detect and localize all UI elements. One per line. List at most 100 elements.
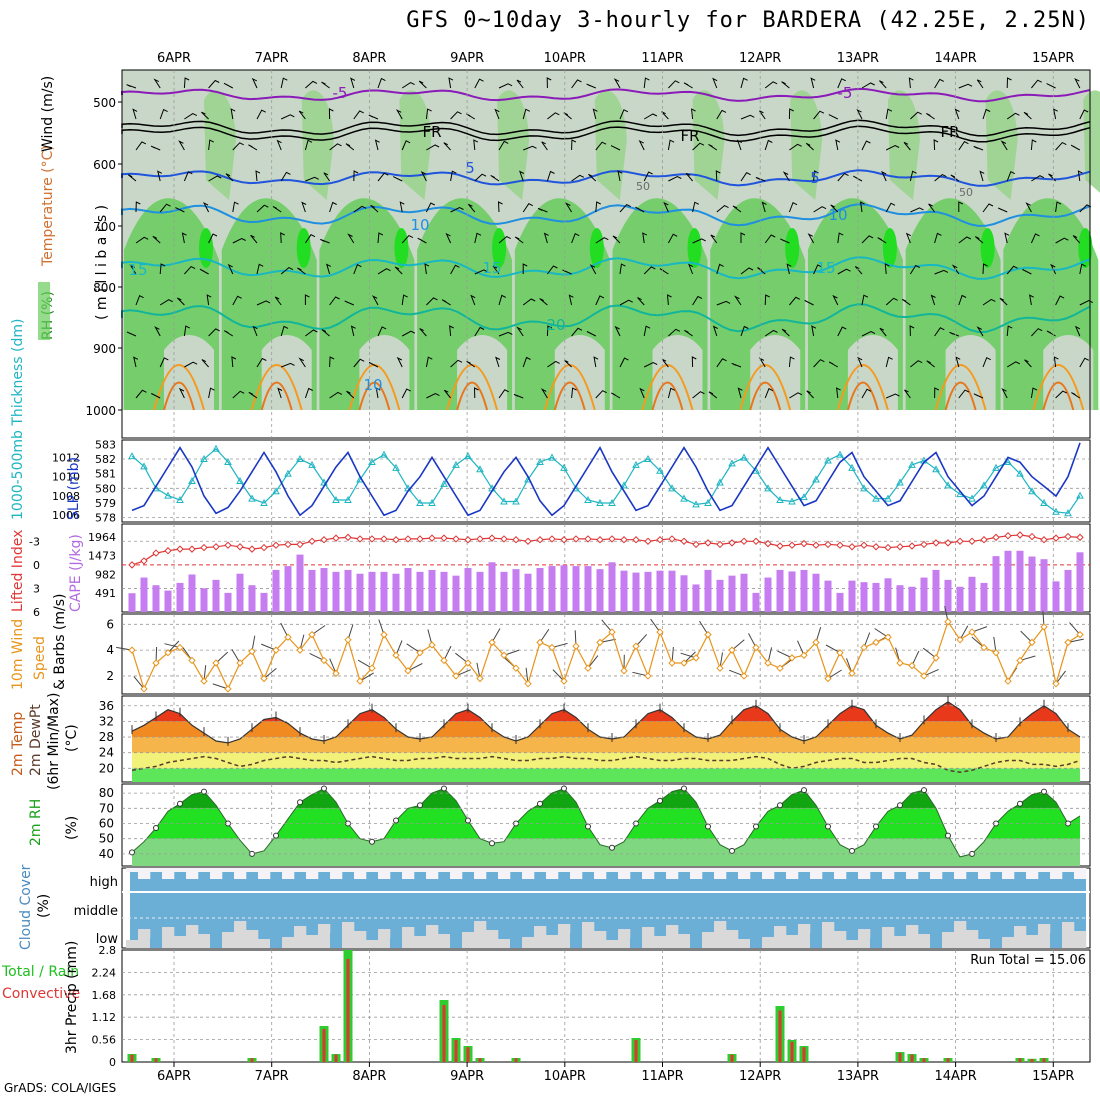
- lifted-index-point: [272, 541, 280, 549]
- wind-barb: [539, 298, 548, 306]
- date-label-top: 12APR: [739, 51, 781, 66]
- wind10m-point: [620, 667, 628, 675]
- cape-bar: [980, 582, 988, 612]
- thickness-point: [416, 498, 424, 506]
- wind-barb: [1046, 330, 1056, 337]
- panel-frame: [121, 69, 1091, 439]
- wind-barb: [1055, 141, 1067, 151]
- date-label-top: 13APR: [837, 51, 879, 66]
- slp-tick-label: 1012: [52, 451, 80, 464]
- cloud-low-block: [666, 925, 679, 948]
- wind10m-point: [944, 618, 952, 626]
- wind10m-point: [476, 674, 484, 683]
- wind10m-point: [584, 664, 592, 672]
- wind-barb: [450, 264, 460, 275]
- cape-bar: [416, 571, 424, 612]
- wind-barb: [885, 144, 900, 151]
- thickness-tick-label: 579: [95, 497, 116, 510]
- thickness-point: [548, 453, 556, 461]
- cloud-low-block: [906, 925, 919, 948]
- wind-barb: [595, 141, 607, 151]
- wind-barb: [208, 175, 222, 182]
- precip-convective-bar: [802, 1047, 806, 1062]
- wind-barb: [611, 392, 621, 399]
- cape-bar: [176, 582, 184, 612]
- cloud-low-block: [582, 922, 595, 948]
- wind-barb: [637, 297, 645, 306]
- wind-barb: [934, 327, 945, 337]
- rh2m-point: [465, 817, 471, 824]
- thickness-point: [884, 494, 892, 502]
- wind-barb: [280, 232, 285, 244]
- lifted-index-point: [980, 536, 988, 544]
- cloud-high-gap: [342, 868, 355, 872]
- wind-barb: [425, 202, 436, 213]
- cloud-low-block: [702, 932, 715, 948]
- cape-bar: [212, 579, 220, 612]
- lifted-index-point: [140, 557, 148, 565]
- cape-bar: [848, 580, 856, 612]
- wind-barb: [466, 360, 476, 368]
- cape-bar: [584, 566, 592, 612]
- cloud-high-gap: [774, 868, 787, 872]
- lifted-index-point: [788, 541, 796, 549]
- wind10m-point: [260, 674, 268, 683]
- cape-bar: [344, 569, 352, 612]
- wind-barb: [684, 329, 693, 337]
- rh2m-point: [657, 797, 663, 804]
- wind-barb: [933, 139, 939, 151]
- cape-bar: [836, 592, 844, 612]
- rh-moist-core: [882, 228, 897, 268]
- wind-barb: [764, 329, 778, 337]
- cape-bar: [1016, 550, 1024, 612]
- wind-barb: [176, 297, 185, 306]
- temp2m-tick-label: 32: [99, 714, 114, 728]
- wind10m-point: [752, 643, 760, 652]
- cloud-high-gap: [942, 868, 955, 872]
- cape-bar: [1040, 559, 1048, 612]
- millibars-label: ( m i l l i b a r s ): [94, 205, 110, 320]
- wind-barb: [982, 298, 996, 306]
- cloud-high-gap: [426, 868, 439, 879]
- wind-barb: [950, 174, 960, 182]
- rh-moist-core: [492, 228, 507, 268]
- wind10m-barb: [922, 647, 937, 659]
- wind10m-point: [296, 646, 304, 654]
- wind-barb: [184, 265, 196, 275]
- precip-convective-bar: [1030, 1059, 1034, 1062]
- wind-barb: [789, 143, 802, 151]
- lifted-index-point: [968, 537, 976, 545]
- cape-bar: [356, 573, 364, 612]
- lifted-index-point: [392, 536, 400, 544]
- cloud-low-block: [162, 927, 175, 948]
- cloud-high-gap: [570, 868, 583, 879]
- wind-barb: [250, 234, 258, 244]
- precip-tick-label: 2.8: [99, 944, 117, 957]
- cloud-high-gap: [882, 868, 895, 879]
- cloud-low-block: [810, 933, 823, 948]
- thickness-point: [500, 497, 508, 505]
- wind-barb: [619, 357, 629, 368]
- cloud-low-block: [1002, 937, 1015, 948]
- wind-barb: [881, 170, 887, 182]
- contour-label: FR: [940, 123, 959, 141]
- rh2m-point: [537, 800, 543, 807]
- cloud-high-gap: [978, 868, 991, 879]
- temp-contour-30: [846, 381, 879, 411]
- wind-barb: [353, 264, 362, 275]
- wind-barb: [595, 295, 605, 306]
- wind-barb: [1079, 109, 1089, 120]
- wind-barb: [804, 300, 814, 306]
- wind-barb: [997, 207, 1008, 213]
- wind-barb: [999, 297, 1008, 306]
- rh2m-tick-label: 40: [99, 847, 114, 861]
- cloud-low-block: [750, 928, 763, 948]
- wind-barb: [420, 170, 427, 182]
- thickness-point: [968, 494, 976, 502]
- wind-barb: [157, 170, 163, 182]
- temp-contour-25: [250, 364, 303, 411]
- thickness-point: [800, 493, 808, 501]
- wind-barb: [419, 328, 427, 337]
- wind-barb: [329, 296, 340, 306]
- thickness-point: [428, 498, 436, 506]
